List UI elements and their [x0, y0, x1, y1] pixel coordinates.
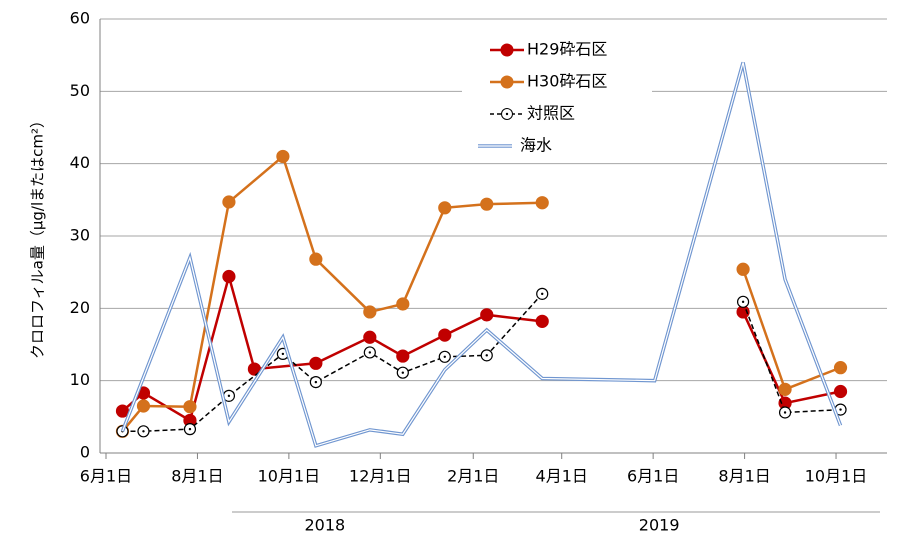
legend-label: 対照区 — [527, 104, 575, 123]
data-point — [535, 196, 549, 210]
x-tick-label: 8月1日 — [171, 467, 223, 486]
legend-label: H29砕石区 — [527, 40, 607, 59]
legend-marker — [500, 43, 514, 57]
series — [115, 269, 848, 428]
x-tick-label: 12月1日 — [349, 467, 412, 486]
data-point — [222, 269, 236, 284]
legend-label: H30砕石区 — [527, 72, 607, 91]
data-point — [736, 262, 750, 276]
series — [116, 287, 847, 438]
data-point-dot — [839, 408, 842, 411]
x-tick-label: 6月1日 — [80, 467, 132, 486]
x-tick-label: 10月1日 — [258, 467, 321, 486]
data-point — [480, 308, 494, 322]
data-point-dot — [227, 394, 231, 398]
x-group-label: 2018 — [304, 516, 345, 535]
legend-box — [462, 32, 652, 162]
x-group-label: 2019 — [639, 516, 680, 535]
data-point — [247, 362, 262, 376]
data-point-dot — [314, 380, 318, 384]
data-point — [136, 399, 151, 413]
series — [120, 61, 843, 448]
y-axis-label: クロロフィルa量（μg/lまたはcm²） — [29, 113, 47, 359]
data-point — [115, 404, 130, 418]
data-point-dot — [741, 300, 745, 304]
data-point — [535, 314, 549, 328]
data-point — [309, 252, 323, 266]
y-tick-label: 50 — [70, 81, 90, 100]
data-point — [309, 356, 323, 370]
series-line — [122, 293, 841, 433]
data-point — [438, 201, 452, 215]
series-line-inner — [121, 62, 842, 447]
data-point — [438, 328, 452, 342]
y-tick-label: 0 — [80, 443, 90, 462]
y-tick-label: 10 — [70, 370, 90, 389]
data-point — [778, 382, 792, 396]
x-tick-label: 8月1日 — [718, 467, 770, 486]
data-point — [833, 361, 848, 375]
data-point — [276, 149, 290, 164]
data-point-dot — [401, 371, 405, 374]
y-tick-label: 60 — [70, 9, 90, 28]
data-point — [396, 297, 410, 311]
y-tick-label: 20 — [70, 298, 90, 317]
data-point — [222, 195, 236, 209]
data-point — [480, 197, 494, 211]
data-point — [833, 384, 848, 399]
y-tick-label: 30 — [70, 226, 90, 245]
data-point-dot — [188, 427, 192, 431]
legend-marker — [500, 75, 514, 89]
x-tick-label: 10月1日 — [805, 467, 868, 486]
data-point-dot — [443, 355, 446, 358]
x-tick-label: 2月1日 — [447, 467, 499, 486]
data-point — [363, 330, 377, 344]
legend-label: 海水 — [520, 136, 552, 155]
data-point-dot — [281, 352, 285, 356]
data-point-dot — [783, 411, 787, 414]
data-point-dot — [541, 292, 544, 296]
data-point — [183, 400, 197, 414]
y-tick-label: 40 — [70, 153, 90, 172]
data-point-dot — [368, 351, 372, 354]
x-tick-label: 6月1日 — [627, 467, 679, 486]
x-tick-label: 4月1日 — [536, 467, 588, 486]
data-point — [396, 349, 410, 363]
data-point-dot — [142, 430, 145, 433]
data-point — [363, 305, 377, 319]
data-point-dot — [485, 354, 488, 357]
legend-marker-dot — [505, 112, 509, 116]
